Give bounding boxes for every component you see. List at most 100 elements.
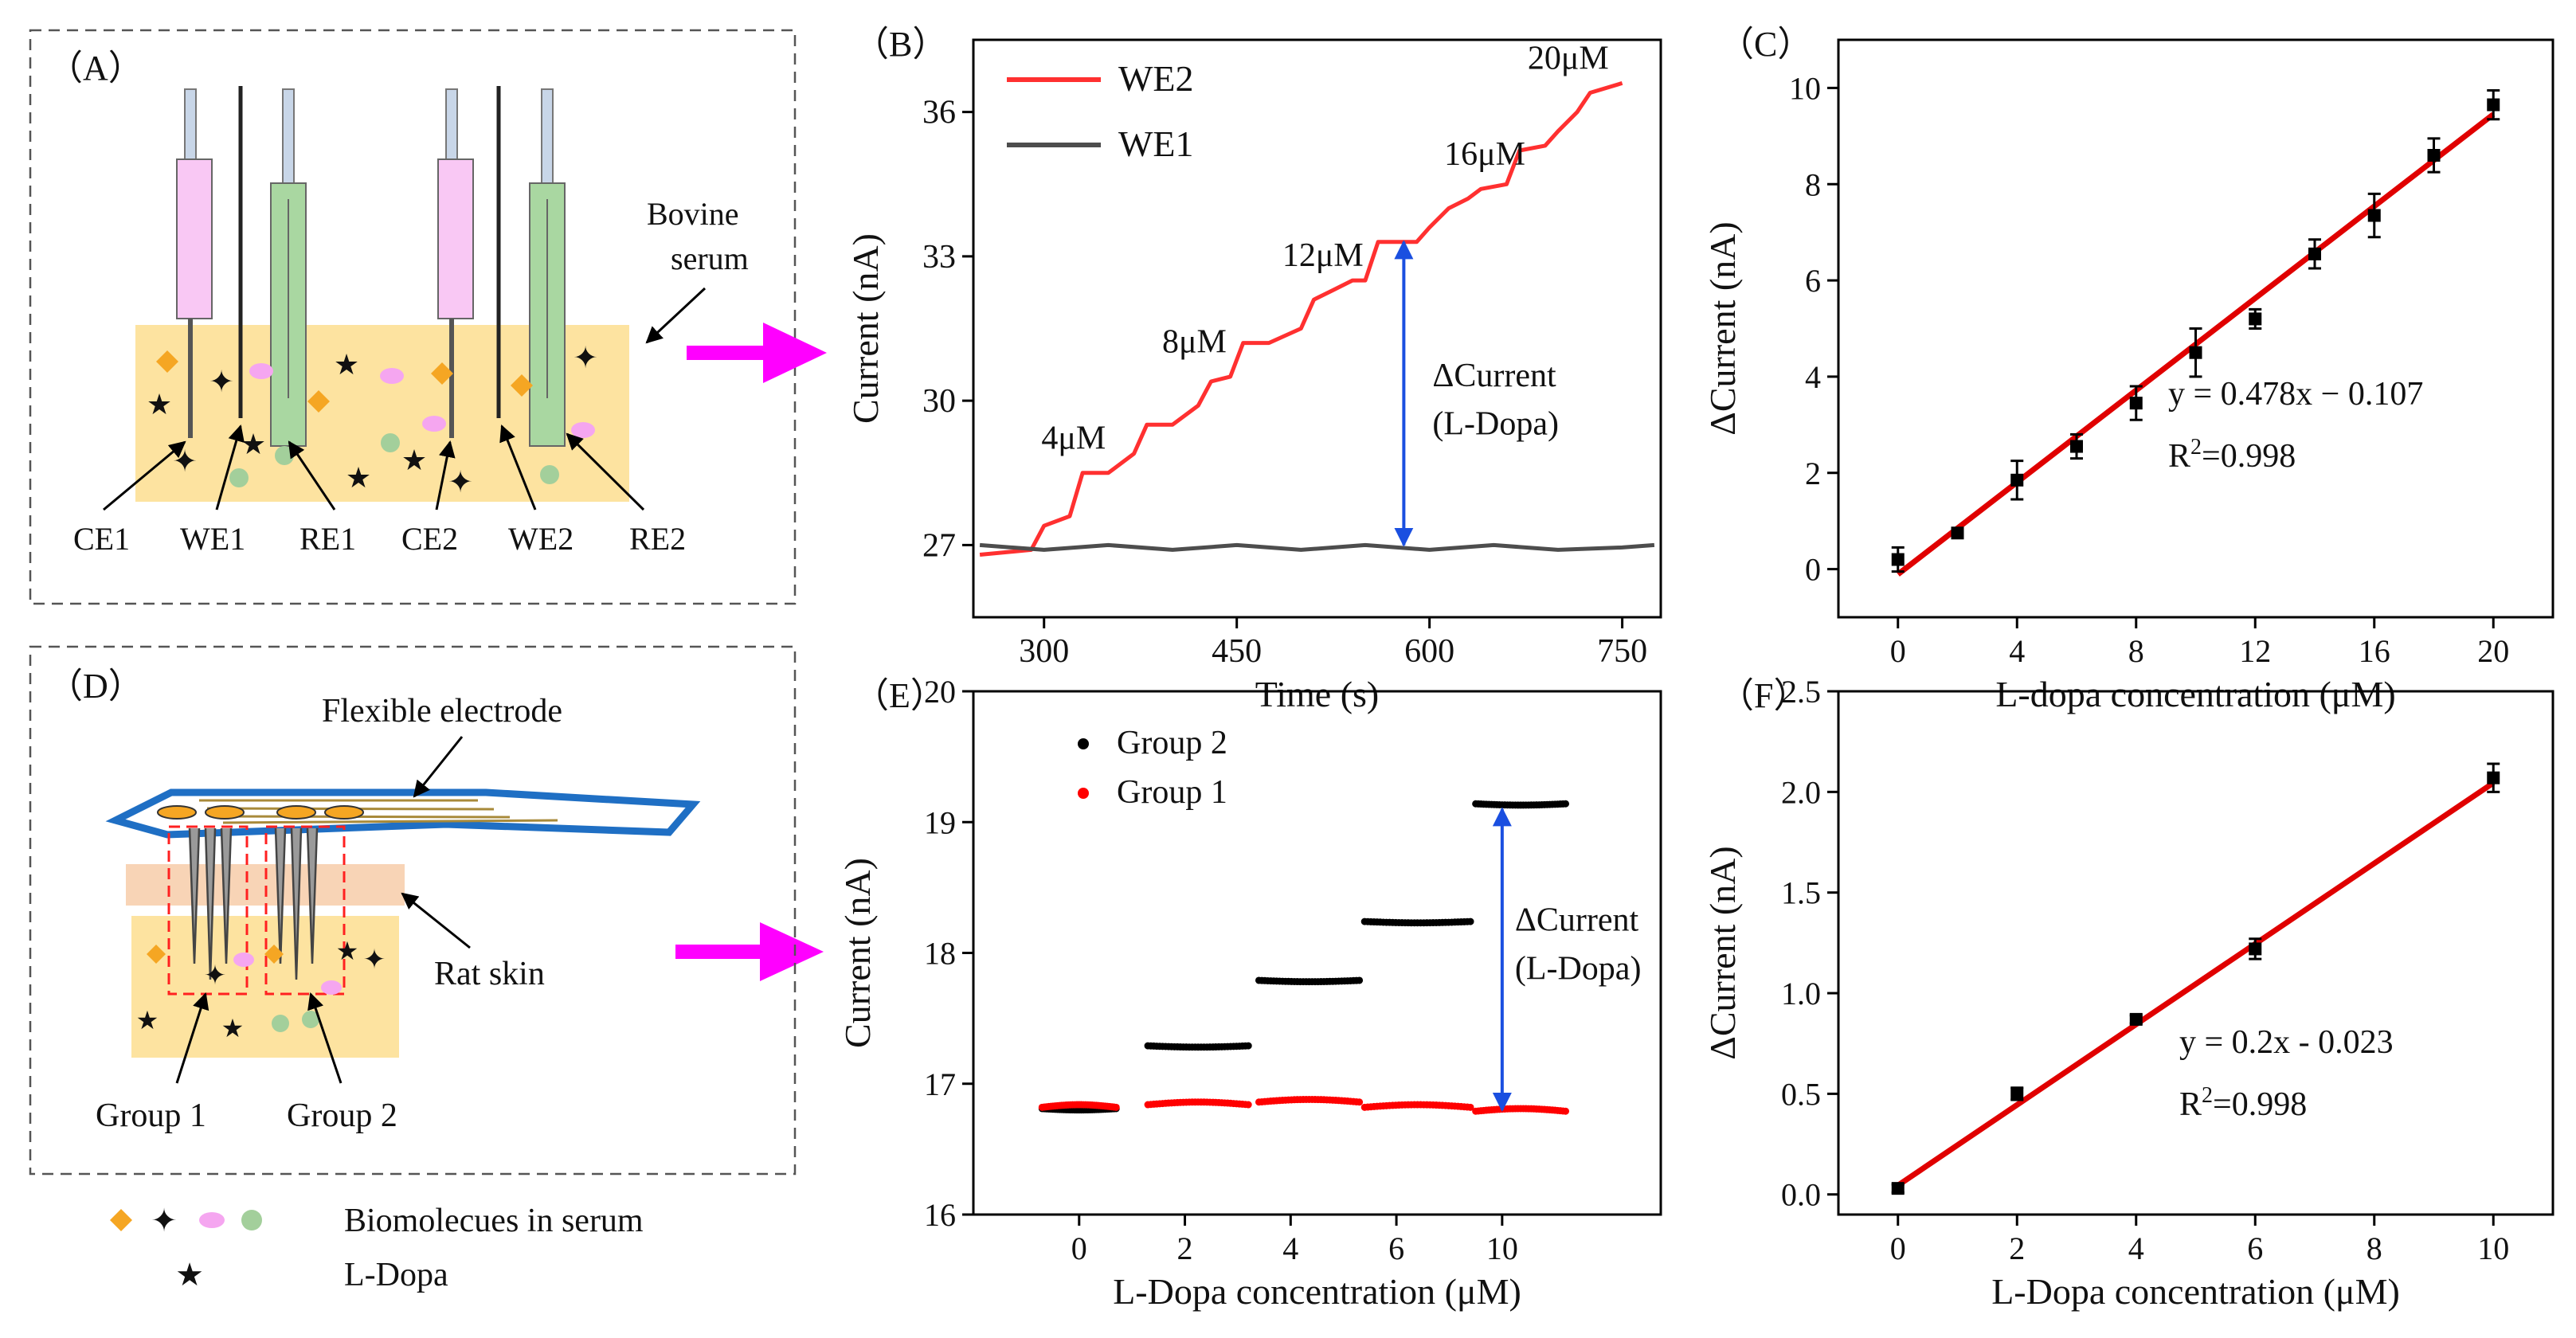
rat-skin-label: Rat skin xyxy=(434,956,545,992)
panel-d-label: （D） xyxy=(48,667,143,706)
data-point xyxy=(2427,149,2441,162)
sparkle-molecule: ✦ xyxy=(573,342,598,375)
ldopa-star: ★ xyxy=(147,389,172,421)
arrow-a-head xyxy=(763,323,827,383)
electrode-label-re1: RE1 xyxy=(299,521,356,557)
contact-pad xyxy=(205,805,245,820)
serum-label: serum xyxy=(671,241,749,276)
data-point xyxy=(2129,397,2143,410)
x-tick-label: 0 xyxy=(1071,1230,1087,1266)
x-tick-label: 8 xyxy=(2128,633,2144,669)
r-symbol: R xyxy=(2168,438,2190,475)
x-tick-label: 0 xyxy=(1890,633,1906,669)
group1-marker xyxy=(1112,1103,1120,1111)
data-point xyxy=(1891,1182,1905,1195)
arrow-d-shaft xyxy=(675,945,763,959)
data-point xyxy=(1891,553,1905,566)
y-tick-label: 36 xyxy=(922,95,956,131)
ce1-shaft-top xyxy=(184,88,197,162)
re1-shaft-top xyxy=(282,88,295,186)
arrow-d-head xyxy=(760,922,824,981)
x-tick-label: 450 xyxy=(1212,633,1262,670)
x-tick-label: 300 xyxy=(1019,633,1069,670)
diamond-molecule xyxy=(511,374,533,397)
y-tick-label: 0 xyxy=(1805,552,1821,588)
round-molecule xyxy=(272,1015,289,1032)
x-axis-title: L-Dopa concentration (μM) xyxy=(1991,1271,2400,1312)
y-tick-label: 16 xyxy=(924,1197,956,1233)
group2-marker xyxy=(1562,800,1570,808)
r-squared: R2=0.998 xyxy=(2179,1083,2307,1123)
y-tick-label: 1.0 xyxy=(1781,976,1821,1011)
y-tick-label: 33 xyxy=(922,239,956,276)
x-tick-label: 6 xyxy=(2247,1230,2263,1266)
round-molecule xyxy=(381,433,400,452)
legend-label: WE1 xyxy=(1118,123,1194,164)
data-point xyxy=(2487,771,2500,784)
legend-marker xyxy=(1078,738,1089,749)
electrode-label-we1: WE1 xyxy=(180,521,245,557)
round-molecule xyxy=(302,1011,319,1028)
y-tick-label: 17 xyxy=(924,1066,956,1102)
round-molecule xyxy=(229,468,249,487)
diamond-molecule xyxy=(156,350,178,373)
panel-label: （F） xyxy=(1719,676,1808,715)
group1-label: Group 1 xyxy=(96,1097,206,1134)
y-tick-label: 10 xyxy=(1789,70,1821,106)
ce2-arrow xyxy=(435,440,456,511)
round-molecule xyxy=(540,465,559,484)
arrow-a-to-b xyxy=(687,323,827,383)
x-tick-label: 2 xyxy=(2009,1230,2025,1266)
group1-arrow xyxy=(175,992,209,1084)
we1-arrow xyxy=(215,424,245,511)
x-tick-label: 600 xyxy=(1404,633,1454,670)
ce1-holder xyxy=(176,158,213,319)
y-tick-label: 20 xyxy=(924,674,956,710)
plot-frame xyxy=(1837,38,2554,619)
x-axis-title: Time (s) xyxy=(1255,674,1380,714)
delta-label: (L-Dopa) xyxy=(1432,405,1559,442)
r-squared: R2=0.998 xyxy=(2168,435,2296,475)
panel-d-frame xyxy=(29,645,797,1176)
flexible-arrow xyxy=(413,736,464,798)
group2-arrow xyxy=(307,992,343,1084)
data-point xyxy=(1951,526,1964,540)
chart-c: 0 4 8 12 16 20 0 2 4 6 8 10 L-dopa concentration (μM… xyxy=(1702,25,2554,714)
oval-molecule xyxy=(321,980,342,995)
y-axis-title: Current (nA) xyxy=(845,233,886,424)
fit-line xyxy=(1896,780,2496,1188)
flexible-electrode xyxy=(105,788,701,839)
oval-molecule xyxy=(571,422,595,438)
legend-ldopa-label: L-Dopa xyxy=(344,1257,448,1293)
x-tick-label: 4 xyxy=(2009,633,2025,669)
y-axis-title: ΔCurrent (nA) xyxy=(1702,846,1743,1059)
contact-pad xyxy=(157,805,197,820)
sparkle-molecule: ✦ xyxy=(209,366,234,399)
legend-label: WE2 xyxy=(1118,58,1194,99)
x-tick-label: 4 xyxy=(2128,1230,2144,1266)
panel-a-frame xyxy=(29,29,797,605)
r-superscript: 2 xyxy=(2190,435,2202,460)
group1-marker xyxy=(1562,1107,1570,1115)
legend-biomolecules-label: Biomolecues in serum xyxy=(344,1203,644,1239)
we2-arrow xyxy=(499,424,537,511)
x-tick-label: 10 xyxy=(1486,1230,1518,1266)
rat-skin-arrow xyxy=(401,892,471,949)
data-point xyxy=(2189,346,2202,359)
contact-pad xyxy=(324,805,364,820)
x-tick-label: 4 xyxy=(1282,1230,1298,1266)
ldopa-star: ★ xyxy=(346,462,371,494)
panel-label: （C） xyxy=(1719,25,1812,64)
chart-f: 0 2 4 6 8 10 0.0 0.5 1.0 1.5 2.0 2.5 L-Dopa concentr… xyxy=(1702,674,2554,1312)
ldopa-star: ★ xyxy=(136,1006,159,1035)
legend-oval-icon xyxy=(199,1212,225,1228)
diamond-molecule xyxy=(307,390,330,413)
microneedles xyxy=(188,827,319,980)
step-label: 20μM xyxy=(1528,40,1609,76)
re2-arrow xyxy=(566,432,645,511)
step-label: 4μM xyxy=(1041,421,1106,457)
legend-diamond-icon xyxy=(110,1209,132,1231)
molecules-a: ✦ ✦ ✦ ✦ ★ ★ ★ ★ ★ xyxy=(147,342,598,499)
electrode-label-re2: RE2 xyxy=(629,521,686,557)
